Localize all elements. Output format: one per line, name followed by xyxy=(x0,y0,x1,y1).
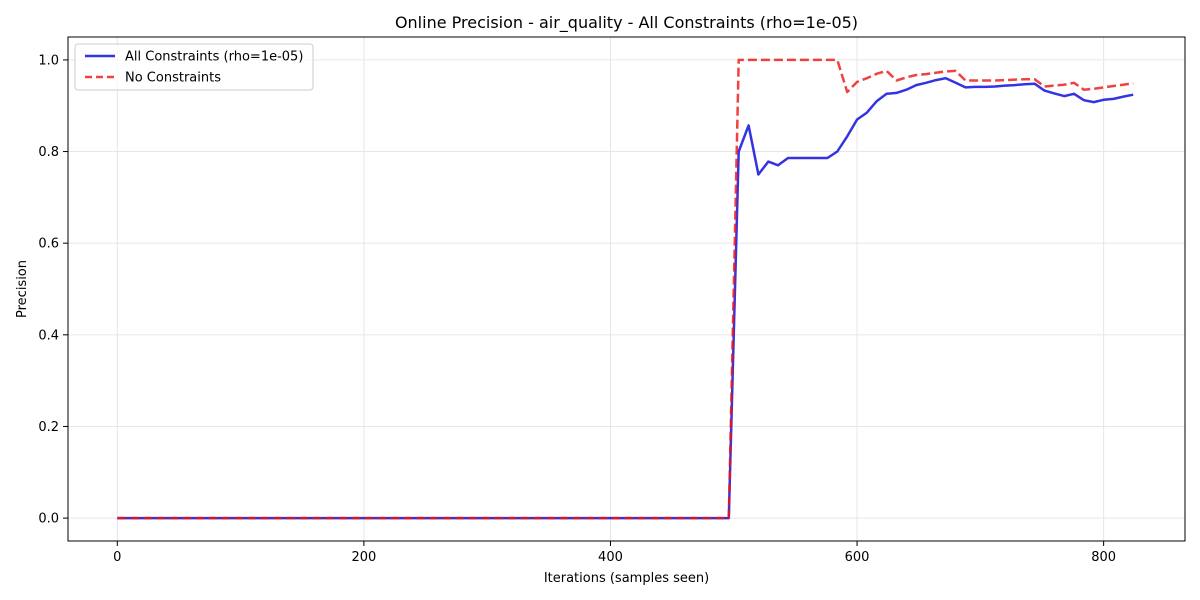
x-tick-label: 200 xyxy=(351,550,376,565)
y-axis-label: Precision xyxy=(15,260,30,318)
y-tick-label: 0.2 xyxy=(38,420,59,435)
x-tick-label: 400 xyxy=(598,550,623,565)
y-tick-label: 0.8 xyxy=(38,145,59,160)
x-axis-label: Iterations (samples seen) xyxy=(544,571,709,586)
legend-label-no-constraints: No Constraints xyxy=(125,71,221,86)
legend-box xyxy=(74,43,314,91)
series-line-all-constraints xyxy=(117,76,1134,520)
y-tick-label: 0.0 xyxy=(38,512,59,527)
legend-label-all-constraints: All Constraints (rho=1e-05) xyxy=(125,50,303,65)
plot-area-frame xyxy=(67,36,1186,542)
series-line-no-constraints xyxy=(117,58,1134,520)
grid-lines xyxy=(68,37,1185,541)
x-tick-label: 600 xyxy=(845,550,870,565)
y-tick-label: 0.4 xyxy=(38,328,59,343)
axis-ticks: 0 200 400 600 800 0.0 0.2 0.4 0.6 0.8 1.0 xyxy=(38,53,1116,565)
y-tick-label: 1.0 xyxy=(38,53,59,68)
series-lines xyxy=(117,58,1134,520)
x-tick-label: 0 xyxy=(113,550,121,565)
chart-title: Online Precision - air_quality - All Con… xyxy=(395,13,858,33)
y-tick-label: 0.6 xyxy=(38,237,59,252)
legend: All Constraints (rho=1e-05) No Constrain… xyxy=(74,43,314,91)
x-tick-label: 800 xyxy=(1091,550,1116,565)
